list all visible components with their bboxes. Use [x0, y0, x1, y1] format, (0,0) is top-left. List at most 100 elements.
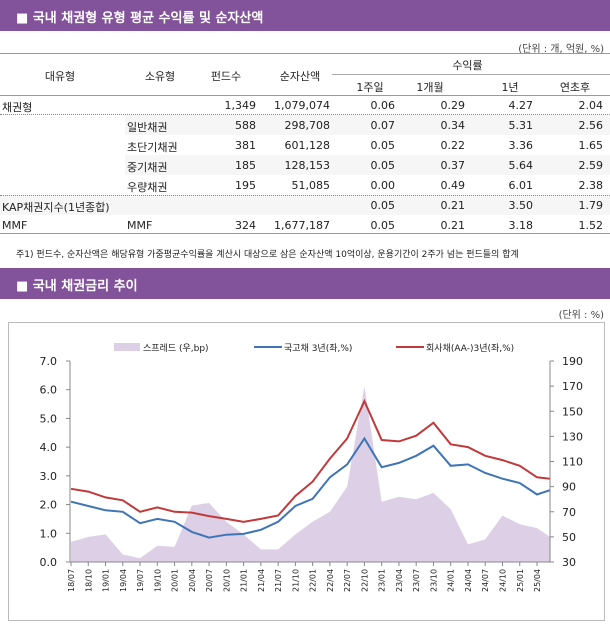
cell-m1: 0.21 [440, 219, 466, 232]
cell-funds: 195 [235, 179, 256, 192]
y-left-tick-label: 2.0 [40, 499, 58, 512]
cell-ytd: 1.79 [578, 199, 604, 212]
cell-m1: 0.34 [440, 119, 466, 132]
cell-minor: 일반채권 [127, 121, 168, 134]
cell-m1: 0.37 [440, 159, 466, 172]
cell-major: 채권형 [2, 101, 33, 114]
x-tick-label: 21/01 [240, 569, 249, 592]
cell-funds: 1,349 [224, 99, 257, 112]
y-left-tick-label: 3.0 [40, 470, 58, 483]
x-tick-label: 23/04 [395, 569, 404, 592]
cell-assets: 51,085 [291, 179, 331, 192]
x-tick-label: 18/10 [84, 569, 93, 592]
cell-w1: 0.05 [370, 159, 396, 172]
col-header-1m: 1개월 [416, 81, 444, 94]
cell-assets: 1,079,074 [274, 99, 330, 112]
x-tick-label: 25/01 [516, 569, 525, 592]
x-tick-label: 25/04 [533, 569, 542, 592]
x-tick-label: 24/10 [499, 569, 508, 592]
chart-frame [8, 322, 605, 621]
x-tick-label: 24/01 [447, 569, 456, 592]
table-row [0, 195, 610, 215]
y-left-tick-label: 5.0 [40, 412, 58, 425]
cell-y1: 3.50 [508, 199, 534, 212]
cell-funds: 185 [235, 159, 256, 172]
x-tick-label: 22/07 [343, 569, 352, 592]
section-header-rates: ■ 국내 채권금리 추이 [0, 268, 610, 299]
section-title: ■ 국내 채권형 유형 평균 수익률 및 순자산액 [16, 11, 264, 26]
section-header-returns: ■ 국내 채권형 유형 평균 수익률 및 순자산액 [0, 0, 610, 31]
legend-label-corp: 회사채(AA-)3년(좌,%) [426, 343, 514, 354]
cell-y1: 5.64 [508, 159, 534, 172]
cell-ytd: 1.65 [578, 139, 604, 152]
y-left-tick-label: 6.0 [40, 384, 58, 397]
x-tick-label: 22/04 [326, 569, 335, 592]
cell-y1: 6.01 [508, 179, 534, 192]
gov-3y-line [70, 436, 551, 539]
y-left-tick-label: 4.0 [40, 441, 58, 454]
unit-label: (단위 : 개, 억원, %) [518, 44, 604, 55]
legend-label-gov: 국고채 3년(좌,%) [284, 343, 352, 354]
col-header-ytd: 연초후 [559, 81, 591, 94]
cell-w1: 0.07 [370, 119, 396, 132]
cell-ytd: 2.59 [578, 159, 604, 172]
cell-major: KAP채권지수(1년종합) [2, 201, 110, 214]
cell-assets: 1,677,187 [274, 219, 330, 232]
legend-swatch-spread [114, 343, 140, 351]
x-tick-label: 20/07 [205, 569, 214, 592]
x-tick-label: 18/07 [67, 569, 76, 592]
cell-w1: 0.00 [370, 179, 396, 192]
y-right-tick-label: 150 [562, 405, 583, 418]
y-right-tick-label: 90 [562, 481, 576, 494]
x-tick-label: 23/10 [429, 569, 438, 592]
col-header-returns: 수익률 [452, 59, 483, 72]
cell-minor: 중기채권 [127, 161, 168, 174]
x-tick-label: 19/07 [136, 569, 145, 592]
x-tick-label: 24/07 [481, 569, 490, 592]
col-header-1y: 1년 [501, 81, 519, 94]
x-tick-label: 21/10 [291, 569, 300, 592]
x-tick-label: 23/01 [378, 569, 387, 592]
unit-label: (단위 : %) [558, 310, 604, 321]
col-header-1w: 1주일 [356, 81, 384, 94]
x-tick-label: 24/04 [464, 569, 473, 592]
cell-m1: 0.22 [440, 139, 466, 152]
y-right-tick-label: 70 [562, 506, 576, 519]
x-tick-label: 20/04 [188, 569, 197, 592]
y-right-tick-label: 30 [562, 556, 576, 569]
cell-assets: 298,708 [284, 119, 331, 132]
x-tick-label: 22/01 [309, 569, 318, 592]
cell-ytd: 2.56 [578, 119, 604, 132]
cell-y1: 4.27 [508, 99, 534, 112]
cell-y1: 3.36 [508, 139, 534, 152]
cell-ytd: 2.04 [578, 99, 604, 112]
table-row [125, 155, 610, 175]
cell-assets: 601,128 [284, 139, 331, 152]
col-header-funds: 펀드수 [210, 70, 242, 83]
x-tick-label: 20/10 [222, 569, 231, 592]
cell-m1: 0.29 [440, 99, 466, 112]
cell-major: MMF [2, 219, 28, 232]
x-tick-label: 22/10 [360, 569, 369, 592]
cell-ytd: 1.52 [578, 219, 604, 232]
cell-w1: 0.05 [370, 199, 396, 212]
corp-aa-3y-line [70, 398, 551, 523]
y-right-tick-label: 190 [562, 355, 583, 368]
x-tick-label: 19/01 [102, 569, 111, 592]
x-tick-label: 19/04 [119, 569, 128, 592]
table-row [125, 115, 610, 135]
y-right-tick-label: 50 [562, 531, 576, 544]
x-tick-label: 21/04 [257, 569, 266, 592]
y-right-tick-label: 110 [562, 456, 583, 469]
y-left-tick-label: 0.0 [40, 556, 58, 569]
legend-label-spread: 스프레드 (우,bp) [143, 343, 209, 354]
cell-y1: 5.31 [508, 119, 534, 132]
cell-minor: 우량채권 [127, 181, 168, 194]
spread-area [71, 386, 550, 562]
cell-funds: 588 [235, 119, 256, 132]
footnote: 주1) 펀드수, 순자산액은 해당유형 가중평균수익률을 계산시 대상으로 삼은… [16, 250, 519, 260]
col-header-major: 대유형 [44, 70, 76, 83]
cell-w1: 0.05 [370, 139, 396, 152]
x-tick-label: 20/01 [171, 569, 180, 592]
